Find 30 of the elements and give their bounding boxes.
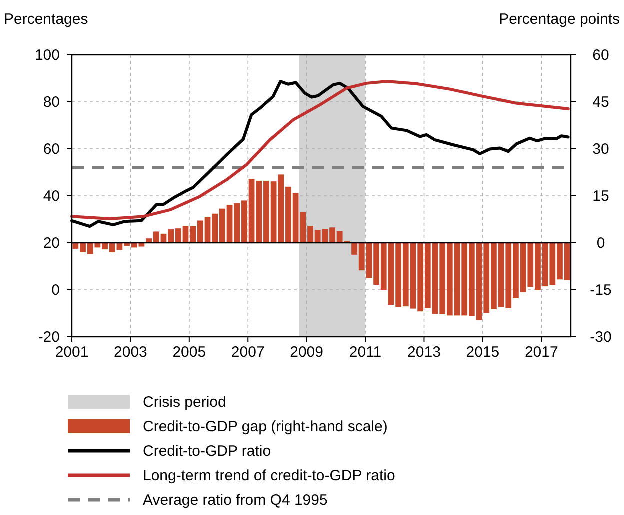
y-tick-label: -20 <box>38 329 60 346</box>
y2-tick-label: 30 <box>592 141 610 158</box>
x-tick-label: 2017 <box>524 344 558 361</box>
x-tick-label: 2001 <box>55 344 89 361</box>
y2-tick-label: 45 <box>592 94 610 111</box>
y-tick-label: 0 <box>52 282 60 299</box>
legend-label: Long-term trend of credit-to-GDP ratio <box>143 468 396 484</box>
x-tick-label: 2015 <box>466 344 500 361</box>
legend-label: Crisis period <box>143 394 226 411</box>
y-tick-label: 40 <box>43 188 60 205</box>
y-tick-label: 60 <box>43 141 60 158</box>
x-tick-label: 2011 <box>349 344 382 361</box>
y2-axis-title: Percentage points <box>499 11 620 28</box>
y-axis-title: Percentages <box>4 11 88 28</box>
x-tick-label: 2003 <box>114 344 148 361</box>
y2-tick-label: 15 <box>592 188 610 205</box>
x-tick-label: 2005 <box>172 344 206 361</box>
legend-label: Credit-to-GDP gap (right-hand scale) <box>143 418 388 436</box>
legend-label: Average ratio from Q4 1995 <box>143 492 328 509</box>
x-tick-label: 2009 <box>290 344 324 361</box>
y2-tick-label: -15 <box>590 282 612 299</box>
y-tick-label: 80 <box>43 94 60 111</box>
x-tick-label: 2013 <box>408 344 441 361</box>
y2-tick-label: 60 <box>592 47 610 64</box>
y2-tick-label: -30 <box>590 329 612 346</box>
x-tick-label: 2007 <box>231 344 265 361</box>
y2-tick-label: 0 <box>596 235 606 252</box>
y-tick-label: 100 <box>34 47 60 64</box>
y-tick-label: 20 <box>43 235 60 252</box>
legend-label: Credit-to-GDP ratio <box>143 443 272 460</box>
